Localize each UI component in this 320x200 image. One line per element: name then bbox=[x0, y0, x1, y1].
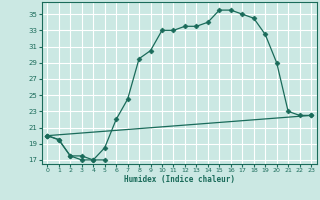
X-axis label: Humidex (Indice chaleur): Humidex (Indice chaleur) bbox=[124, 175, 235, 184]
